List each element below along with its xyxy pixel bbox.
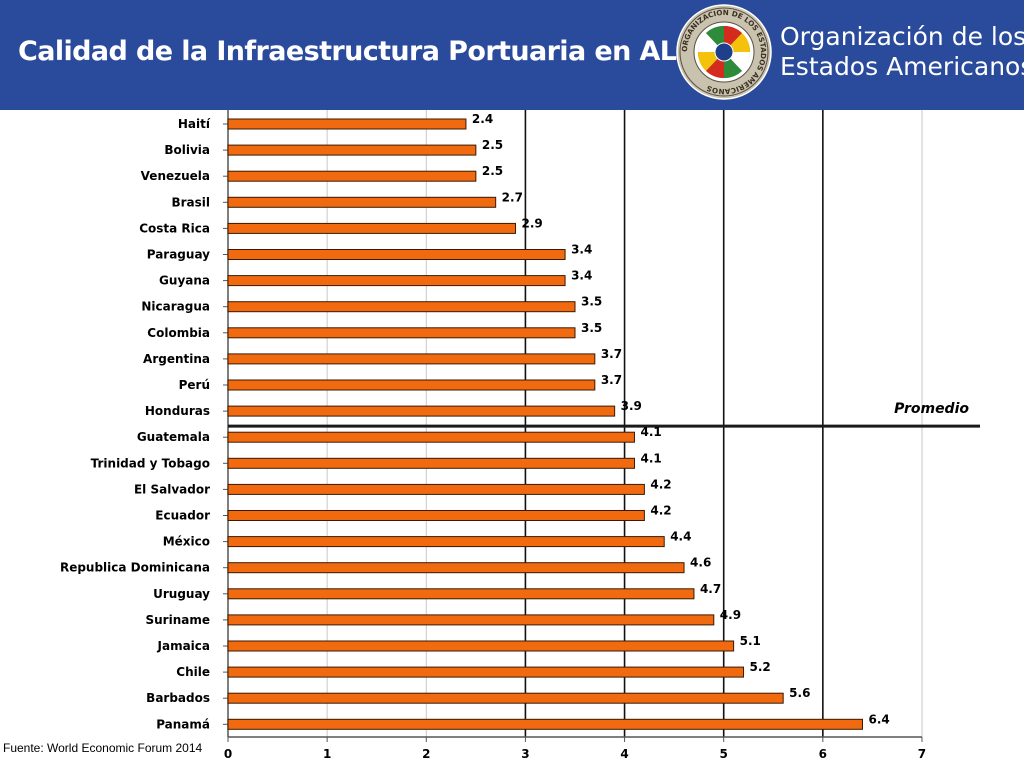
bar	[227, 666, 745, 678]
value-label: 3.7	[601, 347, 622, 361]
bar	[227, 457, 635, 469]
category-label: Honduras	[145, 404, 210, 418]
category-label: Republica Dominicana	[60, 561, 210, 575]
bar	[227, 614, 715, 626]
page-title: Calidad de la Infraestructura Portuaria …	[18, 36, 696, 67]
bar	[227, 144, 477, 156]
value-label: 3.7	[601, 373, 622, 387]
value-label: 3.5	[581, 321, 602, 335]
organization-name: Organización de los Estados Americanos	[780, 22, 1024, 82]
x-tick-label: 6	[819, 747, 827, 761]
x-tick-label: 2	[422, 747, 430, 761]
oas-seal-icon: ORGANIZACION DE LOS ESTADOS AMERICANOS	[676, 4, 772, 100]
value-label: 4.4	[670, 530, 691, 544]
source-note: Fuente: World Economic Forum 2014	[3, 741, 203, 755]
category-label: Perú	[179, 378, 210, 392]
organization-name-line2: Estados Americanos	[780, 52, 1024, 81]
bar	[227, 275, 566, 287]
value-label: 4.9	[720, 608, 741, 622]
category-label: México	[163, 535, 210, 549]
bar	[227, 692, 784, 704]
value-label: 4.1	[640, 451, 661, 465]
bar	[227, 379, 596, 391]
bar	[227, 170, 477, 182]
value-label: 5.6	[789, 686, 810, 700]
bar	[227, 353, 596, 365]
value-label: 4.2	[650, 504, 671, 518]
x-tick-label: 4	[620, 747, 628, 761]
value-label: 4.6	[690, 556, 711, 570]
value-label: 5.2	[750, 660, 771, 674]
category-label: Costa Rica	[139, 221, 210, 235]
value-label: 5.1	[740, 634, 761, 648]
x-tick-label: 7	[918, 747, 926, 761]
bar	[227, 118, 467, 130]
bar	[227, 640, 735, 652]
bar	[227, 718, 863, 730]
bar	[227, 327, 576, 339]
value-label: 6.4	[868, 712, 889, 726]
value-label: 3.4	[571, 269, 592, 283]
average-line-label: Promedio	[894, 401, 969, 417]
category-label: Brasil	[171, 195, 210, 209]
category-label: Venezuela	[141, 169, 210, 183]
category-label: Uruguay	[153, 587, 210, 601]
bar	[227, 536, 665, 548]
bar	[227, 431, 635, 443]
category-label: Chile	[176, 665, 210, 679]
grid-lines	[223, 110, 980, 742]
value-label: 2.5	[482, 164, 503, 178]
organization-name-line1: Organización de los	[780, 22, 1024, 51]
value-label: 2.5	[482, 138, 503, 152]
category-label: Paraguay	[147, 248, 210, 262]
category-label: Trinidad y Tobago	[91, 456, 210, 470]
value-label: 3.9	[621, 399, 642, 413]
x-tick-label: 1	[323, 747, 331, 761]
x-tick-label: 3	[521, 747, 529, 761]
value-label: 4.7	[700, 582, 721, 596]
category-label: Barbados	[146, 691, 210, 705]
bar	[227, 222, 517, 234]
bar	[227, 405, 616, 417]
bars	[227, 118, 863, 730]
category-label: Suriname	[146, 613, 211, 627]
category-label: Bolivia	[164, 143, 210, 157]
value-label: 3.4	[571, 243, 592, 257]
category-label: El Salvador	[134, 482, 210, 496]
value-label: 2.4	[472, 112, 493, 126]
bar	[227, 249, 566, 260]
category-label: Nicaragua	[141, 300, 210, 314]
bar-chart: Haití 2.4 Bolivia 2.5 Venezuela 2.5 Brasil 2.7 C…	[60, 110, 980, 761]
category-label: Guatemala	[137, 430, 210, 444]
bar	[227, 483, 645, 495]
value-label: 4.1	[640, 425, 661, 439]
x-tick-label: 5	[720, 747, 728, 761]
value-label: 4.2	[650, 477, 671, 491]
labels: Haití 2.4 Bolivia 2.5 Venezuela 2.5 Brasil 2.7 C…	[60, 112, 969, 761]
category-label: Argentina	[143, 352, 210, 366]
value-label: 2.7	[502, 190, 523, 204]
category-label: Jamaica	[157, 639, 211, 653]
bar	[227, 510, 645, 521]
bar	[227, 562, 685, 574]
bar	[227, 588, 695, 600]
category-label: Colombia	[147, 326, 210, 340]
value-label: 2.9	[522, 216, 543, 230]
bar	[227, 301, 576, 313]
value-label: 3.5	[581, 295, 602, 309]
category-label: Guyana	[159, 274, 210, 288]
seal-flags-icon	[697, 25, 751, 79]
header-bar: Calidad de la Infraestructura Portuaria …	[0, 0, 1024, 110]
bar	[227, 196, 497, 208]
x-tick-label: 0	[224, 747, 232, 761]
category-label: Haití	[178, 117, 211, 131]
category-label: Ecuador	[155, 509, 210, 523]
category-label: Panamá	[156, 717, 210, 731]
